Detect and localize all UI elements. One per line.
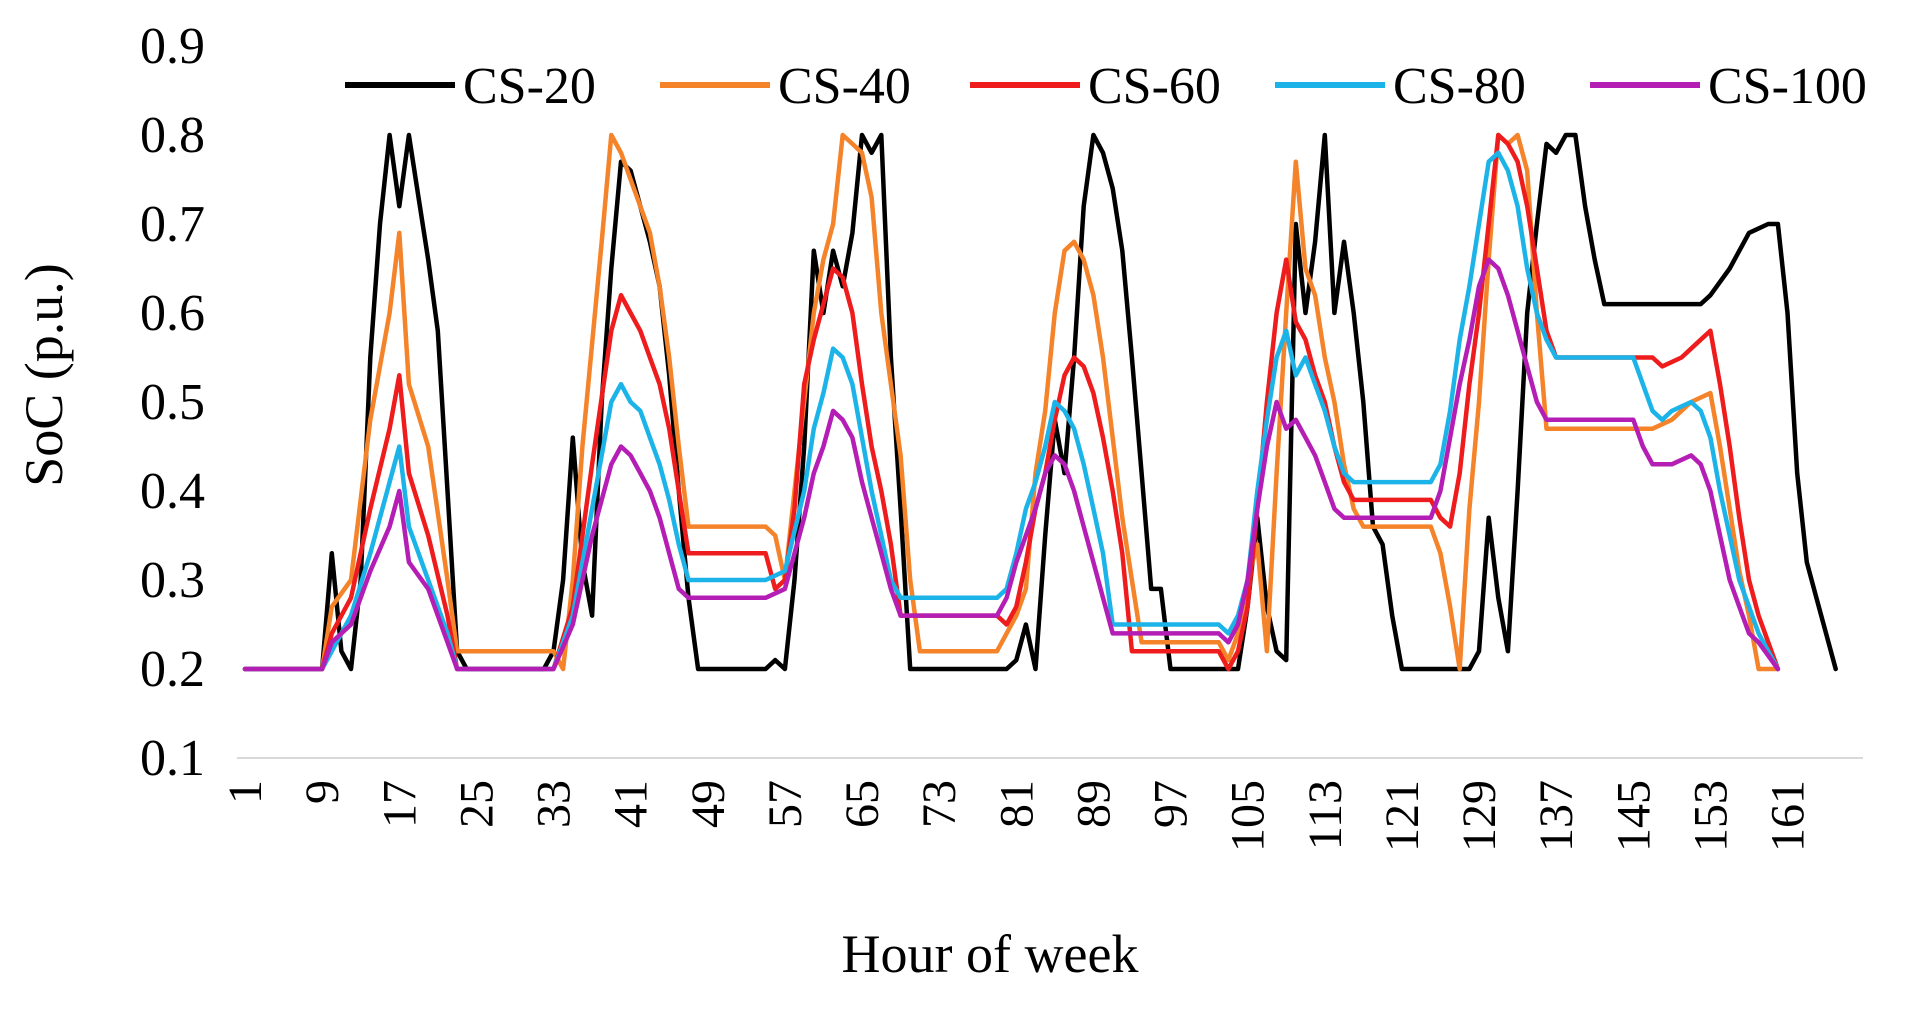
legend-label-cs-60: CS-60 xyxy=(1088,58,1221,115)
y-tick-label: 0.1 xyxy=(140,730,205,787)
x-tick-label: 17 xyxy=(373,780,426,828)
x-tick-label: 113 xyxy=(1299,780,1352,850)
x-tick-label: 1 xyxy=(219,780,272,804)
legend-label-cs-20: CS-20 xyxy=(463,58,596,115)
series-line-cs-20 xyxy=(242,132,1838,672)
x-tick-label: 89 xyxy=(1067,780,1120,828)
x-axis-ticks: 1 9 17 25 33 41 49 57 65 73 81 89 97 105 113 121 129 137 1… xyxy=(219,780,1815,852)
y-tick-label: 0.7 xyxy=(140,196,205,253)
legend: CS-20 CS-40 CS-60 CS-80 CS-100 xyxy=(345,58,1867,115)
x-tick-label: 121 xyxy=(1376,780,1429,852)
legend-label-cs-100: CS-100 xyxy=(1708,58,1867,115)
y-tick-label: 0.2 xyxy=(140,641,205,698)
x-tick-label: 25 xyxy=(450,780,503,828)
y-tick-label: 0.3 xyxy=(140,552,205,609)
x-tick-label: 153 xyxy=(1684,780,1737,852)
y-axis-title: SoC (p.u.) xyxy=(14,263,74,487)
y-tick-label: 0.5 xyxy=(140,374,205,431)
x-tick-label: 33 xyxy=(528,780,581,828)
x-tick-label: 129 xyxy=(1453,780,1506,852)
y-tick-label: 0.9 xyxy=(140,18,205,75)
x-tick-label: 137 xyxy=(1530,780,1583,852)
legend-label-cs-80: CS-80 xyxy=(1393,58,1526,115)
y-tick-label: 0.4 xyxy=(140,463,205,520)
y-axis-ticks: 0.1 0.2 0.3 0.4 0.5 0.6 0.7 0.8 0.9 xyxy=(140,18,205,787)
y-tick-label: 0.6 xyxy=(140,285,205,342)
x-tick-label: 41 xyxy=(605,780,658,828)
x-tick-label: 57 xyxy=(759,780,812,828)
y-tick-label: 0.8 xyxy=(140,107,205,164)
x-tick-label: 65 xyxy=(836,780,889,828)
legend-label-cs-40: CS-40 xyxy=(778,58,911,115)
x-tick-label: 145 xyxy=(1607,780,1660,852)
series-line-cs-100 xyxy=(242,257,1781,672)
series-lines xyxy=(242,132,1838,672)
x-tick-label: 49 xyxy=(682,780,735,828)
x-tick-label: 9 xyxy=(296,780,349,804)
x-tick-label: 81 xyxy=(990,780,1043,828)
x-tick-label: 161 xyxy=(1762,780,1815,852)
x-axis-title: Hour of week xyxy=(842,924,1139,984)
series-line-cs-80 xyxy=(242,150,1781,672)
series-line-cs-40 xyxy=(242,132,1781,672)
x-tick-label: 97 xyxy=(1145,780,1198,828)
series-line-cs-60 xyxy=(242,132,1781,672)
x-tick-label: 105 xyxy=(1222,780,1275,852)
x-tick-label: 73 xyxy=(913,780,966,828)
